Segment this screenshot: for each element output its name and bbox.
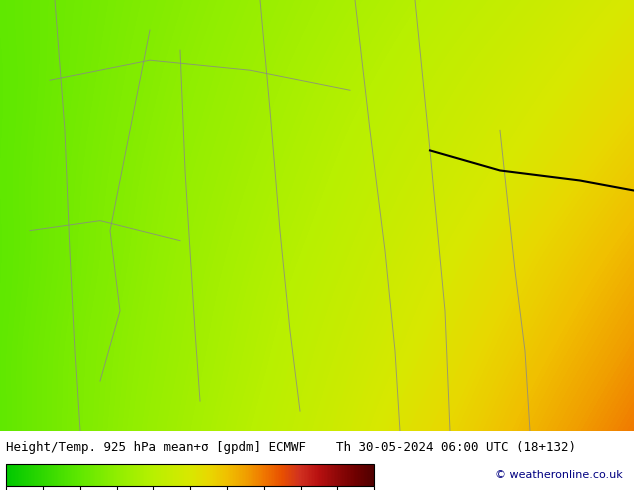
Text: © weatheronline.co.uk: © weatheronline.co.uk <box>495 470 623 480</box>
Text: Height/Temp. 925 hPa mean+σ [gpdm] ECMWF    Th 30-05-2024 06:00 UTC (18+132): Height/Temp. 925 hPa mean+σ [gpdm] ECMWF… <box>6 441 576 454</box>
